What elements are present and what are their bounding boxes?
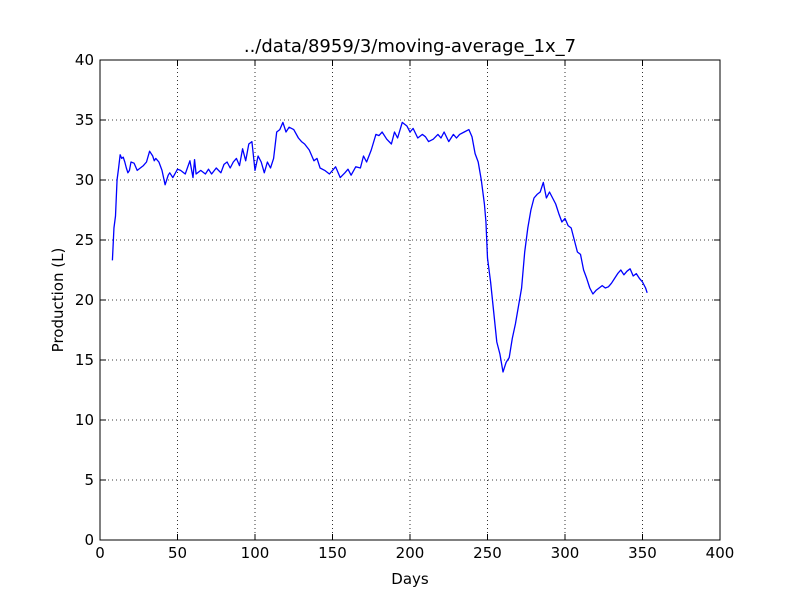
y-tick-label: 25 [75, 231, 94, 249]
x-axis-label: Days [391, 570, 429, 588]
x-tick-label: 150 [318, 544, 347, 562]
y-tick-label: 20 [75, 291, 94, 309]
x-tick-label: 350 [628, 544, 657, 562]
x-tick-label: 100 [241, 544, 270, 562]
series-line [111, 121, 648, 373]
y-tick-label: 5 [84, 471, 94, 489]
y-tick-label: 0 [84, 531, 94, 549]
ticks: 0 50 100 150 200 250 300 350 400 0 5 10 15 20 25 30 35 40 [75, 51, 734, 562]
x-tick-label: 0 [95, 544, 105, 562]
x-tick-label: 200 [396, 544, 425, 562]
gridlines [100, 60, 720, 540]
y-tick-label: 30 [75, 171, 94, 189]
x-tick-label: 400 [706, 544, 735, 562]
series-layer [111, 121, 648, 373]
y-tick-label: 35 [75, 111, 94, 129]
x-tick-label: 300 [551, 544, 580, 562]
x-tick-label: 50 [168, 544, 187, 562]
chart-title: ../data/8959/3/moving-average_1x_7 [244, 36, 576, 57]
y-axis-label: Production (L) [49, 248, 67, 353]
x-tick-label: 250 [473, 544, 502, 562]
y-tick-label: 10 [75, 411, 94, 429]
y-tick-label: 40 [75, 51, 94, 69]
y-tick-label: 15 [75, 351, 94, 369]
